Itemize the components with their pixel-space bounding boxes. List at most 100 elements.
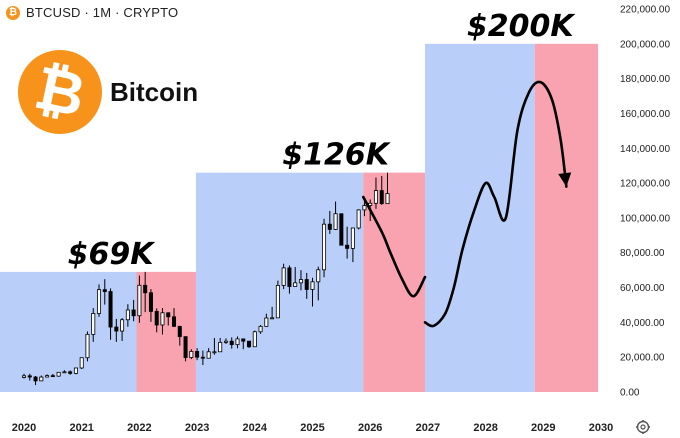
candle-body	[322, 223, 327, 271]
bitcoin-small-icon: ₿	[6, 5, 20, 20]
candle-body	[114, 326, 119, 332]
candle-body	[131, 309, 136, 317]
candle-body	[73, 367, 78, 374]
candle-body	[183, 336, 188, 358]
gear-icon[interactable]	[636, 420, 650, 434]
brand-name: Bitcoin	[110, 76, 199, 107]
candle-body	[172, 316, 177, 327]
y-tick-label: 220,000.00	[620, 5, 670, 16]
x-tick-label: 2023	[185, 422, 209, 434]
peak-label-2: $200K	[467, 9, 576, 44]
x-tick-label: 2028	[473, 422, 497, 434]
candle-body	[125, 309, 130, 321]
candle-body	[385, 193, 390, 205]
candle-body	[356, 209, 361, 229]
candle-body	[270, 317, 275, 320]
bear-zone-5	[534, 43, 599, 393]
y-tick-label: 140,000.00	[620, 144, 670, 155]
x-tick-label: 2021	[69, 422, 93, 434]
x-tick-label: 2025	[300, 422, 324, 434]
y-tick-label: 60,000.00	[620, 283, 665, 294]
candle-body	[177, 325, 182, 338]
bear-zone-3	[363, 172, 426, 392]
candle-body	[195, 351, 200, 358]
candle-body	[68, 371, 73, 374]
symbol-label: BTCUSD · 1M · CRYPTO	[26, 5, 179, 20]
bitcoin-logo-icon: ₿	[10, 42, 110, 142]
candle-body	[229, 340, 234, 346]
candle-body	[310, 281, 315, 290]
y-tick-label: 160,000.00	[620, 109, 670, 120]
candle-body	[108, 291, 113, 328]
candle-body	[79, 357, 84, 369]
candle-body	[137, 284, 142, 317]
y-tick-label: 0.00	[620, 388, 640, 399]
candle-body	[120, 319, 125, 332]
candle-body	[252, 331, 257, 348]
candle-body	[160, 312, 165, 326]
peak-label-0: $69K	[68, 237, 157, 272]
decline-projection-line	[361, 195, 427, 298]
candle-body	[200, 356, 205, 359]
candle-body	[33, 376, 38, 382]
candle-body	[62, 371, 67, 374]
y-tick-label: 180,000.00	[620, 74, 670, 85]
candle-body	[154, 310, 159, 326]
candle-body	[316, 269, 321, 283]
x-tick-label: 2029	[531, 422, 555, 434]
x-tick-label: 2030	[589, 422, 613, 434]
candle-body	[212, 351, 217, 354]
y-tick-label: 20,000.00	[620, 353, 665, 364]
candle-body	[241, 338, 246, 342]
candle-body	[373, 190, 378, 204]
candle-body	[350, 227, 355, 249]
x-tick-label: 2024	[243, 422, 268, 434]
candle-body	[298, 279, 303, 284]
forecast-arrowhead	[558, 172, 572, 187]
candle-body	[189, 351, 194, 358]
candle-body	[102, 289, 107, 292]
candle-body	[275, 285, 280, 319]
candle-body	[148, 292, 153, 312]
candle-body	[45, 375, 50, 378]
y-tick-label: 100,000.00	[620, 213, 670, 224]
brand-block: ₿ Bitcoin	[10, 42, 199, 142]
candle-body	[206, 351, 211, 359]
candle-body	[287, 267, 292, 287]
candle-body	[281, 267, 286, 286]
x-tick-label: 2022	[127, 422, 151, 434]
x-tick-label: 2027	[416, 422, 440, 434]
candle-body	[166, 312, 171, 318]
symbol-header: ₿ BTCUSD · 1M · CRYPTO	[6, 5, 178, 20]
candle-body	[333, 213, 338, 230]
candle-body	[143, 284, 148, 294]
x-tick-label: 2020	[12, 422, 36, 434]
x-tick-label: 2026	[358, 422, 382, 434]
forecast-path-line	[423, 80, 568, 328]
candle-body	[56, 371, 61, 377]
candle-body	[235, 338, 240, 346]
candle-body	[345, 244, 350, 249]
candle-body	[39, 376, 44, 382]
candle-body	[293, 282, 298, 287]
candle-body	[218, 341, 223, 353]
candle-body	[379, 190, 384, 205]
candle-body	[327, 223, 332, 230]
y-tick-label: 80,000.00	[620, 248, 665, 259]
candle-body	[264, 317, 269, 327]
y-tick-label: 40,000.00	[620, 318, 665, 329]
peak-label-1: $126K	[282, 138, 391, 173]
bull-zone-2	[195, 172, 364, 392]
candle-body	[247, 340, 252, 348]
candle-body	[27, 375, 32, 378]
candle-body	[21, 375, 26, 378]
candle-body	[97, 289, 102, 314]
candle-body	[223, 340, 228, 343]
y-tick-label: 200,000.00	[620, 39, 670, 50]
candle-body	[362, 205, 367, 211]
y-tick-label: 120,000.00	[620, 179, 670, 190]
bull-zone-4	[425, 43, 535, 393]
candle-body	[50, 375, 55, 378]
candle-body	[258, 325, 263, 333]
